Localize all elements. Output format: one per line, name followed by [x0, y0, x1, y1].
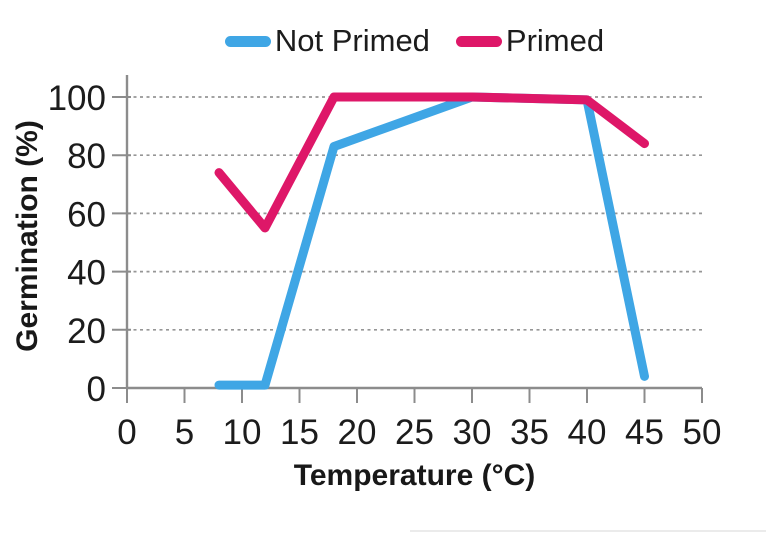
y-tick-label: 60 [67, 195, 106, 234]
y-tick-label: 80 [67, 137, 106, 176]
y-axis-title: Germination (%) [11, 120, 44, 352]
x-tick-label: 15 [280, 413, 319, 452]
image-edge-artifact [410, 530, 766, 532]
x-tick-label: 30 [453, 413, 492, 452]
legend-item-not-primed: Not Primed [224, 23, 430, 59]
series-line-primed [214, 92, 649, 233]
series-line-not-primed [214, 92, 649, 390]
not-primed-line-swatch-icon [224, 35, 271, 47]
y-tick-label: 20 [67, 312, 106, 351]
legend-label-not-primed: Not Primed [274, 23, 430, 58]
y-tick-label: 0 [87, 370, 106, 409]
y-tick-label: 100 [48, 79, 106, 118]
y-tick-label: 40 [67, 254, 106, 293]
x-tick-label: 50 [683, 413, 722, 452]
x-axis-title: Temperature (°C) [293, 459, 536, 492]
x-tick-label: 20 [338, 413, 377, 452]
x-tick-label: 0 [117, 413, 136, 452]
primed-line-swatch-icon [455, 35, 502, 47]
x-tick-label: 5 [175, 413, 194, 452]
x-tick-label: 25 [395, 413, 434, 452]
legend-label-primed: Primed [505, 23, 605, 58]
x-tick-label: 45 [625, 413, 664, 452]
x-tick-label: 35 [510, 413, 549, 452]
legend-item-primed: Primed [455, 23, 605, 59]
legend: Not Primed Primed [127, 22, 702, 60]
x-tick-label: 40 [568, 413, 607, 452]
x-tick-label: 10 [223, 413, 262, 452]
